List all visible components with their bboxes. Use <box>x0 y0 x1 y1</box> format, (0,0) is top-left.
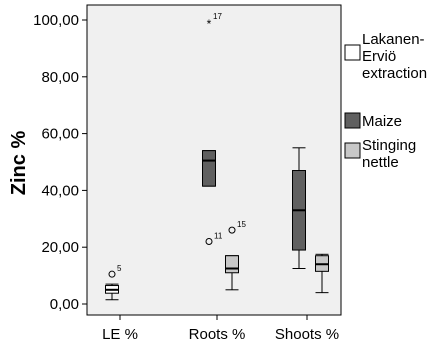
y-tick-label: 100,00 <box>33 12 79 29</box>
outlier-circle <box>228 226 236 234</box>
box-maize-1: *17 11 <box>202 12 223 246</box>
legend-label-line: Erviö <box>362 48 396 65</box>
x-tick-label: Shoots % <box>275 326 339 343</box>
legend-swatch <box>344 44 361 61</box>
box-le-0: 5 <box>105 264 122 301</box>
y-tick-label: 60,00 <box>41 126 79 143</box>
outlier-label: 11 <box>214 232 223 241</box>
y-tick-label: 80,00 <box>41 69 79 86</box>
legend-item <box>344 112 361 129</box>
outlier-label: 5 <box>117 264 122 273</box>
y-axis-title: Zinc % <box>8 131 30 196</box>
boxplot-series: 5 *17 11 15 <box>105 12 329 301</box>
legend-label-line: Maize <box>362 113 402 130</box>
box-maize-2 <box>292 147 306 269</box>
outlier-star: * <box>207 17 212 31</box>
x-tick-label: LE % <box>102 326 138 343</box>
x-tick-label: Roots % <box>189 326 246 343</box>
legend-item <box>344 44 361 61</box>
legend-label-line: extraction <box>362 65 427 82</box>
box-iqr <box>225 255 239 274</box>
legend-swatch <box>344 142 361 159</box>
outlier-label: 17 <box>213 12 222 21</box>
outlier-label: 15 <box>237 220 246 229</box>
box-nettle-1: 15 <box>225 220 246 291</box>
legend-label-line: Stinging <box>362 137 416 154</box>
y-tick-label: 40,00 <box>41 182 79 199</box>
x-axis: LE % Roots % Shoots % <box>102 315 339 343</box>
box-nettle-2 <box>315 253 329 294</box>
y-tick-label: 20,00 <box>41 239 79 256</box>
outlier-circle <box>108 270 116 278</box>
legend-item <box>344 142 361 159</box>
box-iqr <box>202 150 216 187</box>
legend-swatch <box>344 112 361 129</box>
y-axis: 0,00 20,00 40,00 60,00 80,00 100,00 <box>33 12 87 313</box>
y-tick-label: 0,00 <box>50 296 79 313</box>
legend-label-line: nettle <box>362 154 399 171</box>
outlier-circle <box>205 238 213 246</box>
legend-label-line: Lakanen- <box>362 31 425 48</box>
